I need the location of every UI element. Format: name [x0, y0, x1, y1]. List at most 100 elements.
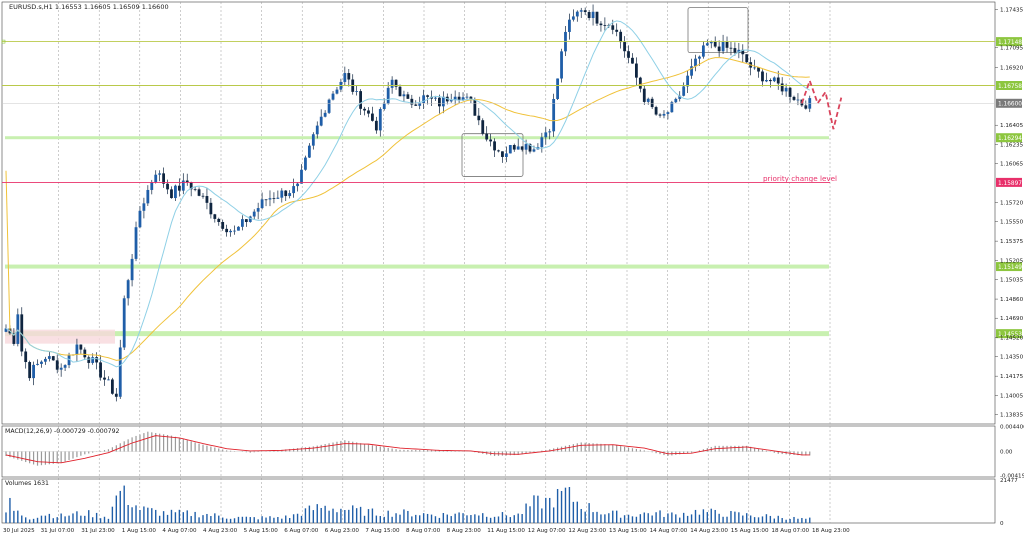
x-tick-label: 12 Aug 23:00	[568, 528, 606, 534]
level-price-label: 1.16294	[998, 136, 1022, 142]
candle-body	[465, 96, 469, 98]
x-tick-label: 14 Aug 07:00	[650, 528, 688, 534]
y-tick-label: 1.13835	[1000, 412, 1024, 418]
x-tick-label: 30 Jul 2025	[3, 528, 35, 534]
candle-body	[138, 210, 142, 228]
candle-body	[650, 98, 654, 108]
candle-body	[327, 99, 331, 113]
candle-body	[504, 153, 508, 157]
support-zone	[5, 264, 829, 269]
level-layer: 1.17148 1.16758 1.16294 1.15897 1.15149 1.145…	[1, 37, 1022, 339]
candle-body	[725, 41, 729, 48]
grid-layer	[1, 1, 996, 524]
moving-average-fast	[5, 20, 811, 368]
x-tick-label: 14 Aug 23:00	[690, 528, 728, 534]
candle-body	[158, 173, 162, 175]
x-tick-label: 8 Aug 07:00	[406, 528, 441, 534]
current-price-tag	[996, 98, 1022, 108]
candle-body	[244, 219, 248, 223]
x-tick-label: 15 Aug 15:00	[731, 528, 769, 534]
candle-body	[619, 31, 623, 43]
candle-body	[229, 230, 232, 233]
current-price-label: 1.16600	[998, 102, 1022, 108]
candle-body	[185, 180, 189, 183]
candle-body	[134, 227, 138, 259]
candle-body	[733, 48, 737, 53]
candle-body	[371, 113, 374, 121]
candle-body	[772, 77, 776, 82]
candle-body	[579, 10, 583, 12]
priority-change-annotation: priority change level	[763, 174, 837, 183]
price-panel-frame	[1, 1, 996, 425]
y-tick-label: 1.14690	[1000, 316, 1024, 322]
candle-body	[296, 183, 299, 187]
y-tick-label: 1.16065	[1000, 161, 1024, 167]
y-tick-label: 1.14350	[1000, 354, 1024, 360]
x-tick-label: 11 Aug 15:00	[487, 528, 525, 534]
candle-body	[32, 364, 35, 379]
candle-body	[481, 120, 485, 134]
candle-body	[170, 189, 173, 199]
candle-body	[414, 104, 418, 106]
volume-layer	[5, 485, 811, 523]
candle-body	[241, 219, 244, 227]
candle-body	[508, 145, 512, 154]
candle-body	[761, 71, 764, 82]
candle-body	[307, 145, 311, 158]
y-tick-label: 1.15205	[1000, 258, 1024, 264]
level-price-label: 1.17148	[998, 40, 1022, 46]
candle-body	[548, 131, 552, 133]
candle-body	[55, 360, 59, 370]
candle-body	[276, 197, 280, 199]
candle-body	[288, 193, 292, 197]
candle-body	[422, 95, 426, 103]
candle-body	[595, 11, 599, 24]
support-zone	[5, 136, 829, 140]
candle-body	[512, 145, 516, 150]
candle-body	[753, 67, 756, 69]
forecast-projection-path	[801, 78, 843, 130]
candle-body	[717, 46, 721, 52]
candle-body	[698, 56, 701, 59]
y-tick-label: 1.16235	[1000, 142, 1024, 148]
y-tick-label: 1.14520	[1000, 335, 1024, 341]
macd-tick-label: 0.004406	[1000, 425, 1024, 431]
candle-body	[146, 189, 150, 204]
candle-body	[516, 146, 520, 150]
candle-body	[638, 77, 642, 89]
candle-body	[122, 298, 126, 348]
x-tick-label: 6 Aug 07:00	[284, 528, 319, 534]
candle-body	[627, 51, 630, 58]
candle-body	[434, 97, 437, 99]
candle-body	[162, 173, 165, 184]
candle-body	[544, 132, 548, 138]
candle-body	[213, 214, 217, 219]
candle-body	[300, 169, 303, 184]
candle-body	[24, 351, 28, 363]
candle-body	[418, 102, 422, 106]
candle-body	[252, 211, 256, 217]
candle-body	[331, 93, 335, 100]
candle-body	[765, 79, 768, 82]
candle-body	[493, 141, 496, 151]
level-price-tag	[996, 37, 1022, 47]
macd-signal-line	[5, 435, 810, 464]
candle-body	[441, 96, 445, 107]
x-tick-label: 7 Aug 15:00	[365, 528, 400, 534]
candle-body	[323, 112, 327, 117]
zone-layer	[5, 7, 829, 344]
candle-body	[701, 45, 705, 57]
x-tick-label: 31 Jul 07:00	[41, 528, 75, 534]
candle-body	[268, 198, 272, 200]
candle-body	[292, 186, 296, 194]
candle-body	[359, 91, 362, 109]
candle-body	[575, 11, 579, 17]
x-tick-label: 4 Aug 23:00	[203, 528, 238, 534]
candle-body	[394, 79, 398, 87]
candle-body	[363, 108, 366, 111]
candle-body	[485, 133, 489, 140]
candle-body	[154, 174, 158, 183]
candle-body	[426, 95, 429, 97]
candle-body	[768, 79, 772, 82]
y-tick-label: 1.14175	[1000, 374, 1024, 380]
